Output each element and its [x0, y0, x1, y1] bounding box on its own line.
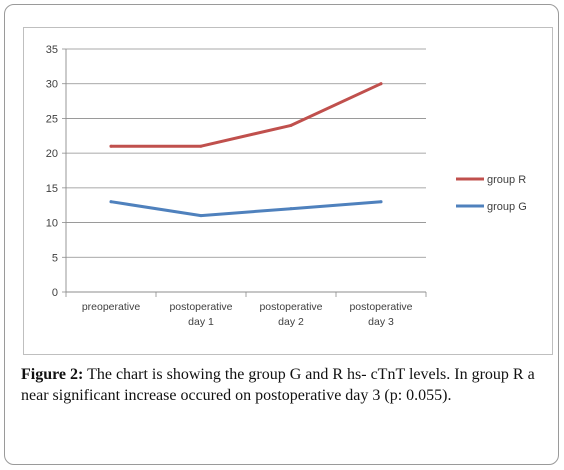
legend-label: group G [487, 201, 527, 213]
caption-label: Figure 2: [21, 366, 84, 383]
data-point [199, 144, 203, 148]
x-tick-label: postoperative day 2 [259, 301, 322, 328]
legend-label: group R [487, 174, 526, 186]
gridlines [66, 48, 426, 258]
data-point [289, 123, 293, 127]
x-tick-label: postoperative day 1 [169, 301, 232, 328]
y-tick-labels: 0 5 10 15 20 25 30 35 [46, 44, 58, 299]
series-lines [109, 82, 383, 218]
x-tick-labels: preoperative postoperative day 1 postoperat… [82, 301, 413, 328]
y-tick-label: 5 [52, 252, 58, 264]
figure-frame: 0 5 10 15 20 25 30 35 preoperative postoperative… [4, 4, 559, 465]
data-point [109, 200, 113, 204]
data-point [289, 207, 293, 211]
figure-caption: Figure 2: The chart is showing the group… [21, 364, 554, 406]
y-tick-label: 15 [46, 183, 58, 195]
y-tick-label: 30 [46, 79, 58, 91]
series-line-group-r [109, 82, 383, 148]
data-point [199, 214, 203, 218]
data-point [109, 144, 113, 148]
data-point [379, 200, 383, 204]
caption-text: The chart is showing the group G and R h… [21, 366, 535, 404]
data-point [379, 82, 383, 86]
y-tick-label: 10 [46, 218, 58, 230]
y-tick-label: 0 [52, 287, 58, 299]
x-tick-label: preoperative [82, 301, 141, 313]
y-tick-label: 35 [46, 44, 58, 56]
chart-area: 0 5 10 15 20 25 30 35 preoperative postoperative… [23, 27, 553, 355]
series-line-group-g [109, 200, 383, 218]
legend: group R group G [456, 174, 527, 213]
x-tick-label: postoperative day 3 [349, 301, 412, 328]
y-tick-label: 25 [46, 113, 58, 125]
y-tick-label: 20 [46, 148, 58, 160]
line-chart: 0 5 10 15 20 25 30 35 preoperative postoperative… [46, 44, 527, 328]
axes [62, 48, 427, 297]
